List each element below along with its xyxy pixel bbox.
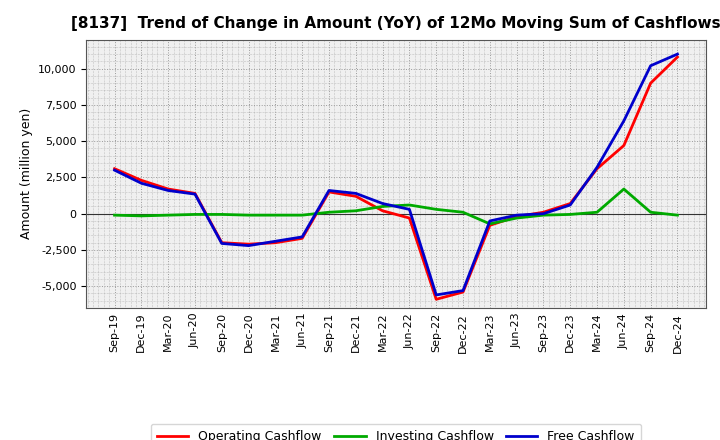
Operating Cashflow (619, 143, 628, 148)
Investing Cashflow (485, 221, 494, 227)
Line: Free Cashflow: Free Cashflow (114, 54, 678, 295)
Operating Cashflow (351, 194, 360, 199)
Free Cashflow (351, 191, 360, 196)
Operating Cashflow (432, 297, 441, 302)
Operating Cashflow (485, 223, 494, 228)
Free Cashflow (539, 211, 548, 216)
Free Cashflow (593, 165, 601, 170)
Investing Cashflow (217, 212, 226, 217)
Free Cashflow (325, 188, 333, 193)
Free Cashflow (405, 207, 414, 212)
Investing Cashflow (378, 204, 387, 209)
Investing Cashflow (164, 213, 173, 218)
Free Cashflow (217, 241, 226, 246)
Free Cashflow (110, 168, 119, 173)
Investing Cashflow (244, 213, 253, 218)
Operating Cashflow (673, 55, 682, 60)
Operating Cashflow (539, 209, 548, 215)
Operating Cashflow (325, 189, 333, 194)
Free Cashflow (191, 191, 199, 197)
Free Cashflow (271, 238, 279, 244)
Investing Cashflow (191, 212, 199, 217)
Investing Cashflow (539, 213, 548, 218)
Investing Cashflow (673, 213, 682, 218)
Investing Cashflow (271, 213, 279, 218)
Free Cashflow (673, 51, 682, 57)
Operating Cashflow (191, 191, 199, 196)
Investing Cashflow (566, 212, 575, 217)
Line: Investing Cashflow: Investing Cashflow (114, 189, 678, 224)
Free Cashflow (244, 243, 253, 248)
Free Cashflow (378, 201, 387, 206)
Free Cashflow (619, 118, 628, 124)
Operating Cashflow (164, 187, 173, 192)
Operating Cashflow (298, 236, 307, 241)
Investing Cashflow (110, 213, 119, 218)
Free Cashflow (647, 63, 655, 68)
Investing Cashflow (298, 213, 307, 218)
Investing Cashflow (432, 207, 441, 212)
Operating Cashflow (110, 166, 119, 171)
Operating Cashflow (405, 216, 414, 221)
Operating Cashflow (217, 240, 226, 246)
Legend: Operating Cashflow, Investing Cashflow, Free Cashflow: Operating Cashflow, Investing Cashflow, … (151, 424, 641, 440)
Investing Cashflow (405, 202, 414, 208)
Operating Cashflow (593, 166, 601, 171)
Free Cashflow (513, 213, 521, 218)
Operating Cashflow (244, 242, 253, 247)
Investing Cashflow (619, 187, 628, 192)
Free Cashflow (164, 188, 173, 193)
Free Cashflow (432, 292, 441, 297)
Operating Cashflow (513, 214, 521, 219)
Investing Cashflow (351, 208, 360, 213)
Investing Cashflow (459, 209, 467, 215)
Operating Cashflow (459, 290, 467, 295)
Free Cashflow (298, 234, 307, 239)
Operating Cashflow (378, 208, 387, 213)
Investing Cashflow (593, 209, 601, 215)
Line: Operating Cashflow: Operating Cashflow (114, 57, 678, 299)
Free Cashflow (566, 202, 575, 208)
Title: [8137]  Trend of Change in Amount (YoY) of 12Mo Moving Sum of Cashflows: [8137] Trend of Change in Amount (YoY) o… (71, 16, 720, 32)
Operating Cashflow (271, 240, 279, 246)
Y-axis label: Amount (million yen): Amount (million yen) (19, 108, 32, 239)
Operating Cashflow (137, 178, 145, 183)
Free Cashflow (137, 180, 145, 186)
Investing Cashflow (325, 209, 333, 215)
Investing Cashflow (647, 209, 655, 215)
Investing Cashflow (137, 213, 145, 219)
Operating Cashflow (647, 81, 655, 86)
Free Cashflow (459, 288, 467, 293)
Operating Cashflow (566, 201, 575, 206)
Free Cashflow (485, 218, 494, 224)
Investing Cashflow (513, 216, 521, 221)
